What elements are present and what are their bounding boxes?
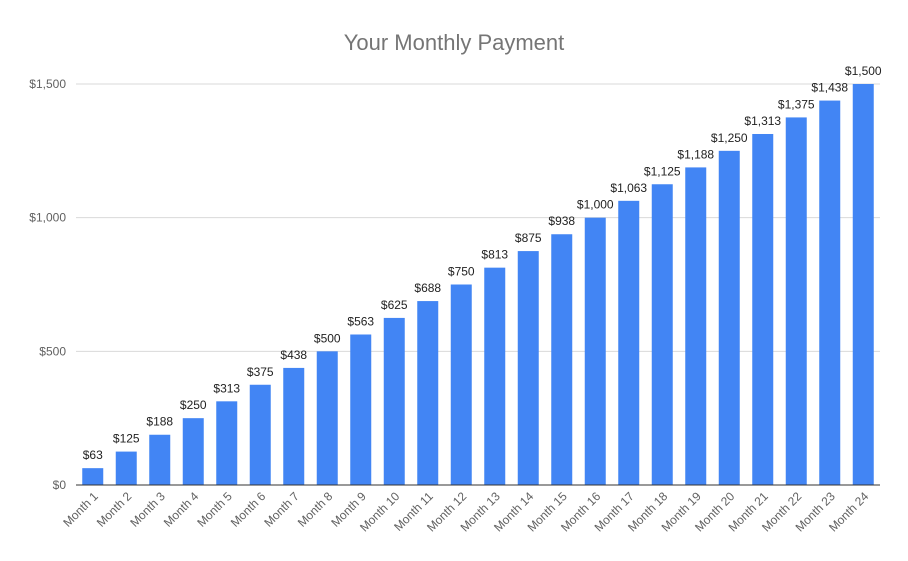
x-tick-label: Month 5 [194,489,235,530]
bar [283,367,305,485]
bar [450,284,472,485]
data-label: $1,125 [644,164,681,178]
bar [115,451,137,485]
data-label: $188 [146,415,173,429]
gridlines [76,83,880,352]
data-labels: $63 $125 $188 $250 $313 $375 $438 $500 $563 $625 $… [83,64,882,462]
data-label: $125 [113,432,140,446]
bar [316,351,338,485]
x-tick-label: Month 1 [60,489,101,530]
data-label: $563 [347,314,374,328]
y-tick-label: $500 [39,344,66,358]
bar [618,200,640,486]
data-label: $1,188 [677,147,714,161]
bar [417,301,439,485]
bar [584,217,606,485]
data-label: $1,313 [744,114,781,128]
bar [785,117,807,486]
bar [752,133,774,485]
y-tick-label: $0 [53,478,67,492]
bar [182,418,204,485]
bar [551,234,573,485]
x-tick-label: Month 4 [161,489,202,530]
bar [852,84,874,485]
data-label: $1,063 [610,181,647,195]
chart-title: Your Monthly Payment [344,30,565,55]
bar [249,384,271,485]
data-label: $750 [448,265,475,279]
bar [484,267,506,485]
data-label: $313 [213,381,240,395]
data-label: $500 [314,331,341,345]
data-label: $250 [180,398,207,412]
bar [82,468,104,485]
bar [685,167,707,485]
bars [82,84,874,486]
y-tick-label: $1,500 [29,77,66,91]
bar [718,150,740,486]
bar [149,434,171,485]
data-label: $625 [381,298,408,312]
x-tick-label: Month 8 [295,489,336,530]
data-label: $1,375 [778,97,815,111]
x-tick-label: Month 7 [261,489,302,530]
data-label: $813 [481,248,508,262]
y-tick-label: $1,000 [29,211,66,225]
data-label: $938 [548,214,575,228]
bar [383,317,405,485]
bar [819,100,841,485]
data-label: $438 [280,348,307,362]
data-label: $875 [515,231,542,245]
bar [651,184,673,485]
data-label: $1,250 [711,131,748,145]
x-tick-label: Month 3 [127,489,168,530]
data-label: $688 [414,281,441,295]
data-label: $375 [247,365,274,379]
y-axis-ticks: $0 $500 $1,000 $1,500 [29,77,66,492]
x-tick-label: Month 2 [94,489,135,530]
bar [517,251,539,485]
data-label: $1,438 [811,81,848,95]
x-tick-label: Month 6 [228,489,269,530]
data-label: $63 [83,448,103,462]
data-label: $1,000 [577,198,614,212]
bar [216,401,238,485]
bar [350,334,372,485]
data-label: $1,500 [845,64,882,78]
